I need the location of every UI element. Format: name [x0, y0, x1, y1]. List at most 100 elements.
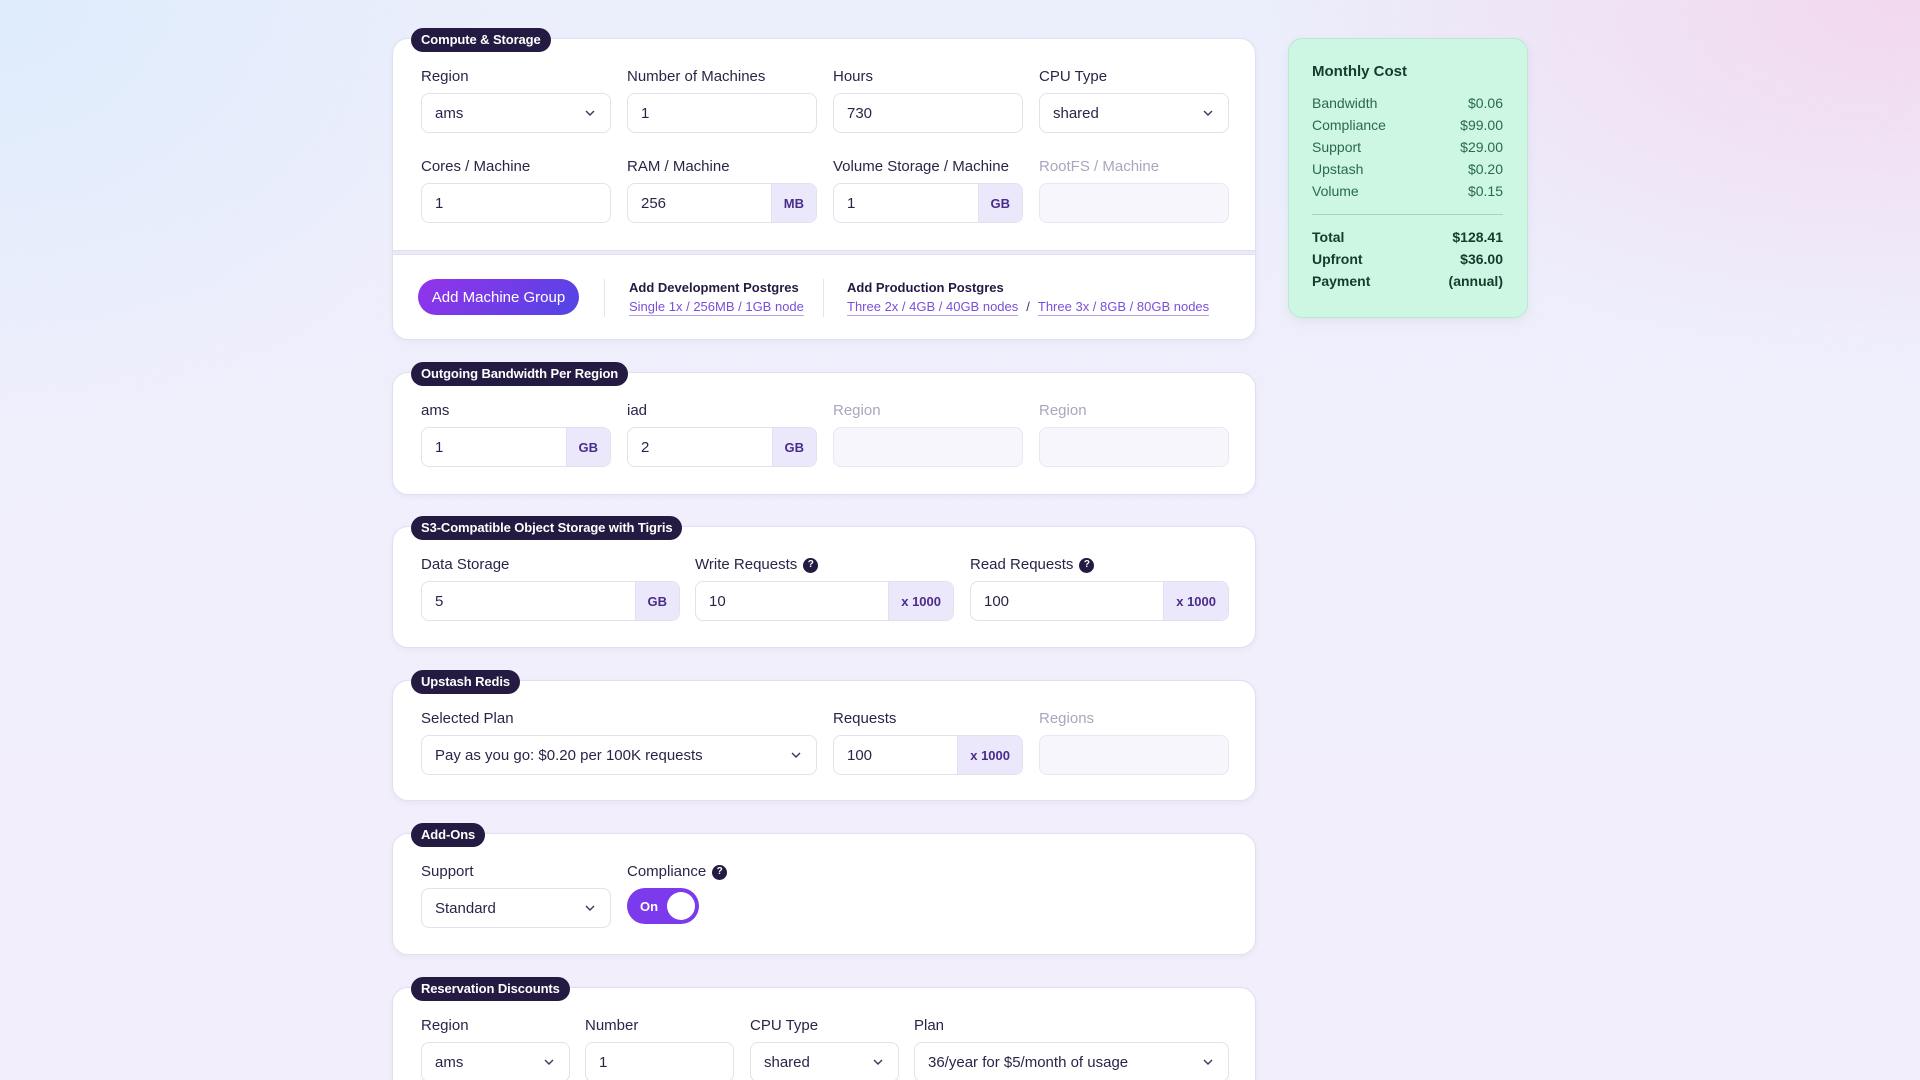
help-icon[interactable]: ?: [803, 557, 819, 573]
upstash-requests-unit: x 1000: [957, 736, 1022, 774]
cores-input[interactable]: 1: [421, 183, 611, 223]
section-title: Add-Ons: [411, 823, 486, 847]
help-icon[interactable]: ?: [1079, 557, 1095, 573]
monthly-cost-title: Monthly Cost: [1312, 63, 1407, 80]
cpu-type-value: shared: [1053, 104, 1099, 122]
compliance-field: Compliance ? On: [627, 862, 817, 930]
cost-value: $128.41: [1452, 229, 1503, 245]
hours-input[interactable]: 730: [833, 93, 1023, 133]
cost-divider: [1312, 214, 1503, 215]
chevron-down-icon: [776, 736, 816, 774]
help-icon[interactable]: ?: [712, 864, 728, 880]
bandwidth-input[interactable]: 1 GB: [421, 427, 611, 467]
region-select[interactable]: ams: [421, 93, 611, 133]
cost-value: $36.00: [1460, 251, 1503, 267]
chevron-down-icon: [570, 94, 610, 132]
cost-label: Total: [1312, 229, 1345, 245]
compute-storage-section: Compute & Storage Region ams Number of M…: [392, 28, 1256, 340]
reservation-number-field: Number 1: [585, 1016, 734, 1080]
machines-input[interactable]: 1: [627, 93, 817, 133]
bandwidth-region-label: iad: [627, 402, 648, 419]
cost-row-support: Support $29.00: [1312, 136, 1503, 158]
compliance-toggle[interactable]: On: [627, 888, 699, 924]
cpu-type-field: CPU Type shared: [1039, 67, 1229, 135]
rootfs-input[interactable]: [1039, 183, 1229, 223]
upstash-redis-section: Upstash Redis Selected Plan Pay as you g…: [392, 670, 1256, 801]
ram-input[interactable]: 256 MB: [627, 183, 817, 223]
reservation-region-select[interactable]: ams: [421, 1042, 570, 1080]
upstash-regions-label: Regions: [1039, 710, 1095, 727]
upstash-plan-select[interactable]: Pay as you go: $0.20 per 100K requests: [421, 735, 817, 775]
cost-label: Support: [1312, 139, 1362, 155]
upstash-requests-field: Requests 100 x 1000: [833, 709, 1023, 777]
read-requests-label: Read Requests ?: [970, 555, 1229, 575]
hours-value: 730: [847, 104, 873, 122]
cost-row-upstash: Upstash $0.20: [1312, 158, 1503, 180]
data-storage-unit: GB: [634, 582, 679, 620]
bandwidth-input[interactable]: [1039, 427, 1229, 467]
ram-label: RAM / Machine: [627, 158, 730, 175]
upstash-requests-input[interactable]: 100 x 1000: [833, 735, 1023, 775]
bandwidth-field-empty: Region: [833, 401, 1023, 469]
bandwidth-value: 2: [641, 438, 650, 456]
cpu-type-label: CPU Type: [1039, 68, 1108, 85]
reservation-region-label: Region: [421, 1017, 469, 1034]
upstash-plan-field: Selected Plan Pay as you go: $0.20 per 1…: [421, 709, 817, 777]
reservation-plan-field: Plan 36/year for $5/month of usage: [914, 1016, 1229, 1080]
ram-field: RAM / Machine 256 MB: [627, 157, 817, 225]
support-field: Support Standard: [421, 862, 611, 930]
cost-row-volume: Volume $0.15: [1312, 180, 1503, 202]
reservation-number-input[interactable]: 1: [585, 1042, 734, 1080]
upstash-regions-input[interactable]: [1039, 735, 1229, 775]
bandwidth-region-label: Region: [1039, 402, 1087, 419]
section-divider: [393, 250, 1255, 255]
reservation-region-value: ams: [435, 1053, 464, 1071]
cost-row-bandwidth: Bandwidth $0.06: [1312, 92, 1503, 114]
write-requests-input[interactable]: 10 x 1000: [695, 581, 954, 621]
monthly-cost-panel: Monthly Cost Bandwidth $0.06 Compliance …: [1288, 38, 1528, 318]
support-select[interactable]: Standard: [421, 888, 611, 928]
cost-row-compliance: Compliance $99.00: [1312, 114, 1503, 136]
bandwidth-field-ams: ams 1 GB: [421, 401, 611, 469]
bandwidth-input[interactable]: [833, 427, 1023, 467]
chevron-down-icon: [858, 1043, 898, 1080]
cpu-type-select[interactable]: shared: [1039, 93, 1229, 133]
upstash-plan-value: Pay as you go: $0.20 per 100K requests: [435, 746, 703, 764]
volume-input[interactable]: 1 GB: [833, 183, 1023, 223]
data-storage-input[interactable]: 5 GB: [421, 581, 680, 621]
cost-value: (annual): [1448, 273, 1503, 289]
ram-value: 256: [641, 194, 667, 212]
rootfs-field: RootFS / Machine: [1039, 157, 1229, 225]
upstash-requests-label: Requests: [833, 710, 897, 727]
bandwidth-region-label: Region: [833, 402, 881, 419]
prod-postgres-title: Add Production Postgres: [847, 280, 1004, 295]
object-storage-section: S3-Compatible Object Storage with Tigris…: [392, 516, 1256, 648]
chevron-down-icon: [1188, 1043, 1228, 1080]
add-machine-group-button[interactable]: Add Machine Group: [418, 279, 579, 315]
bandwidth-field-iad: iad 2 GB: [627, 401, 817, 469]
dev-postgres-link[interactable]: Single 1x / 256MB / 1GB node: [629, 299, 804, 316]
write-requests-unit: x 1000: [888, 582, 953, 620]
link-separator: /: [1026, 299, 1030, 314]
machines-label: Number of Machines: [627, 68, 766, 85]
machines-value: 1: [641, 104, 650, 122]
read-requests-field: Read Requests ? 100 x 1000: [970, 555, 1229, 623]
data-storage-value: 5: [435, 592, 444, 610]
write-requests-label: Write Requests ?: [695, 555, 954, 575]
bandwidth-section: Outgoing Bandwidth Per Region ams 1 GB i…: [392, 362, 1256, 495]
cost-value: $29.00: [1460, 139, 1503, 155]
read-requests-input[interactable]: 100 x 1000: [970, 581, 1229, 621]
cost-label: Upstash: [1312, 161, 1364, 177]
data-storage-field: Data Storage 5 GB: [421, 555, 680, 623]
cost-label: Bandwidth: [1312, 95, 1378, 111]
cost-label: Volume: [1312, 183, 1359, 199]
volume-label: Volume Storage / Machine: [833, 158, 1009, 175]
prod-postgres-link-2x[interactable]: Three 2x / 4GB / 40GB nodes: [847, 299, 1019, 316]
reservation-cpu-type-select[interactable]: shared: [750, 1042, 899, 1080]
divider: [823, 279, 824, 317]
bandwidth-field-empty: Region: [1039, 401, 1229, 469]
bandwidth-unit: GB: [565, 428, 610, 466]
reservation-plan-select[interactable]: 36/year for $5/month of usage: [914, 1042, 1229, 1080]
prod-postgres-link-3x[interactable]: Three 3x / 8GB / 80GB nodes: [1037, 299, 1210, 316]
bandwidth-input[interactable]: 2 GB: [627, 427, 817, 467]
